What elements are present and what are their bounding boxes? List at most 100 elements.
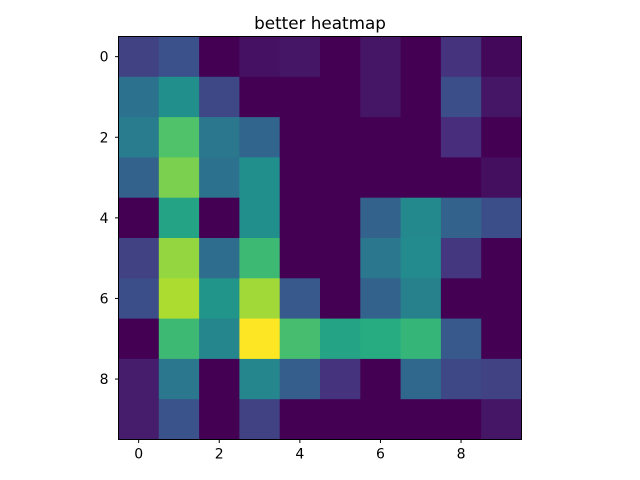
heatmap-cell — [481, 358, 522, 400]
heatmap-cell — [320, 318, 361, 360]
heatmap-cell — [360, 399, 402, 440]
heatmap-cell — [400, 318, 442, 360]
heatmap-cell — [481, 197, 522, 239]
plot-frame — [118, 36, 522, 440]
x-tick-label: 6 — [376, 447, 385, 463]
heatmap-cell — [440, 358, 482, 400]
heatmap-cell — [320, 76, 361, 118]
heatmap-cell — [440, 278, 482, 320]
heatmap-cell — [400, 197, 442, 239]
heatmap-cell — [320, 399, 361, 440]
heatmap-cell — [158, 117, 200, 158]
heatmap-cell — [320, 36, 361, 78]
heatmap-cell — [400, 36, 442, 78]
y-tick-label: 2 — [100, 130, 109, 146]
heatmap-cell — [320, 197, 361, 239]
heatmap-cell — [199, 36, 240, 78]
x-axis: 0 2 4 6 8 — [134, 439, 466, 463]
heatmap-cell — [279, 117, 321, 158]
heatmap-cell — [481, 399, 522, 440]
heatmap-cell — [158, 76, 200, 118]
heatmap-cell — [158, 358, 200, 400]
heatmap-cell — [239, 76, 281, 118]
heatmap-cell — [481, 318, 522, 360]
heatmap-cell — [440, 157, 482, 199]
heatmap-cell — [400, 399, 442, 440]
heatmap-cell — [360, 36, 402, 78]
y-axis: 0 2 4 6 8 — [100, 50, 119, 388]
x-tick-label: 2 — [215, 447, 224, 463]
heatmap-cell — [440, 318, 482, 360]
heatmap-cell — [199, 358, 240, 400]
heatmap-cell — [320, 278, 361, 320]
heatmap-cell — [360, 238, 402, 279]
y-tick-label: 8 — [100, 372, 109, 388]
heatmap-cell — [481, 117, 522, 158]
heatmap-cell — [320, 117, 361, 158]
heatmap-cell — [440, 76, 482, 118]
heatmap-cell — [199, 399, 240, 440]
heatmap-cell — [118, 238, 160, 279]
heatmap-cell — [440, 36, 482, 78]
heatmap-cell — [400, 76, 442, 118]
heatmap-cell — [360, 117, 402, 158]
heatmap-cell — [239, 157, 281, 199]
heatmap-cell — [118, 117, 160, 158]
heatmap-cell — [118, 358, 160, 400]
heatmap-cell — [400, 157, 442, 199]
heatmap-cell — [239, 318, 281, 360]
heatmap-cell — [279, 358, 321, 400]
heatmap-cell — [279, 399, 321, 440]
heatmap-cell — [158, 157, 200, 199]
heatmap-cell — [239, 117, 281, 158]
heatmap-cell — [118, 36, 160, 78]
heatmap-cell — [199, 278, 240, 320]
heatmap-cell — [481, 76, 522, 118]
heatmap-cell — [158, 36, 200, 78]
heatmap-cell — [118, 76, 160, 118]
heatmap-cell — [320, 157, 361, 199]
heatmap-cell — [158, 318, 200, 360]
heatmap-cell — [118, 157, 160, 199]
heatmap-cell — [279, 278, 321, 320]
heatmap-cell — [400, 117, 442, 158]
heatmap-cell — [279, 197, 321, 239]
chart-title: better heatmap — [254, 13, 386, 33]
heatmap-cell — [481, 36, 522, 78]
heatmap-cell — [440, 117, 482, 158]
heatmap-cell — [199, 157, 240, 199]
x-tick-label: 8 — [457, 447, 466, 463]
heatmap-cell — [199, 238, 240, 279]
heatmap-cell — [360, 278, 402, 320]
heatmap-cell — [199, 197, 240, 239]
heatmap-cell — [440, 399, 482, 440]
heatmap-cell — [239, 278, 281, 320]
heatmap-cell — [118, 318, 160, 360]
heatmap-cell — [481, 157, 522, 199]
heatmap-cell — [360, 358, 402, 400]
heatmap-cell — [158, 197, 200, 239]
heatmap-cell — [400, 238, 442, 279]
heatmap-cell — [360, 318, 402, 360]
heatmap-cell — [239, 399, 281, 440]
heatmap-cell — [279, 157, 321, 199]
heatmap-cell — [118, 278, 160, 320]
heatmap-cell — [360, 157, 402, 199]
y-tick-label: 0 — [100, 50, 109, 66]
heatmap-cell — [239, 358, 281, 400]
heatmap-cell — [279, 318, 321, 360]
heatmap-cell — [320, 238, 361, 279]
heatmap-cell — [158, 238, 200, 279]
heatmap-cell — [481, 278, 522, 320]
heatmap-cell — [400, 278, 442, 320]
heatmap-cell — [158, 278, 200, 320]
heatmap-cell — [239, 197, 281, 239]
heatmap-cell — [199, 76, 240, 118]
heatmap-cell — [239, 238, 281, 279]
heatmap-cell — [118, 197, 160, 239]
x-tick-label: 0 — [134, 447, 143, 463]
heatmap-cells — [118, 36, 522, 440]
heatmap-cell — [440, 238, 482, 279]
